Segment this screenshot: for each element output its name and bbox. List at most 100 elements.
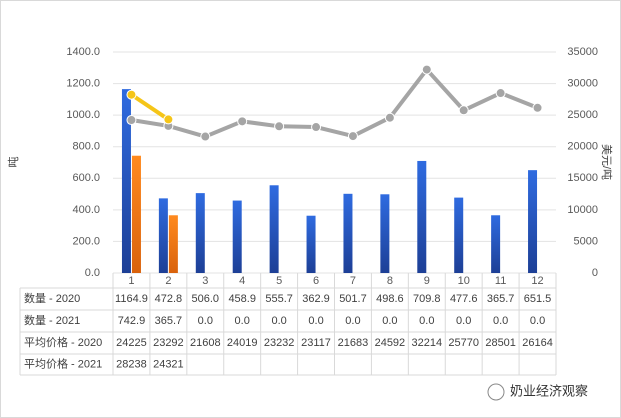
table-cell: 1164.9 xyxy=(115,293,148,305)
table-cell: 0.0 xyxy=(456,315,471,327)
bar xyxy=(158,198,168,273)
point xyxy=(421,64,432,75)
bar xyxy=(121,89,131,273)
y-tick-label: 1400.0 xyxy=(66,46,100,58)
line xyxy=(131,67,539,139)
table-cell: 365.7 xyxy=(487,293,515,305)
point xyxy=(495,88,506,99)
table-cell: 555.7 xyxy=(265,293,293,305)
watermark: 奶业经济观察 xyxy=(487,383,588,401)
x-tick-label: 9 xyxy=(424,275,430,287)
bar xyxy=(528,170,538,273)
bar xyxy=(269,185,279,273)
y-tick-label: 1000.0 xyxy=(66,109,100,121)
table-cell: 0.0 xyxy=(198,315,213,327)
point xyxy=(458,105,469,116)
bar xyxy=(195,193,205,273)
table-cell: 24321 xyxy=(153,358,184,370)
y-tick-label: 800.0 xyxy=(72,141,100,153)
point xyxy=(347,131,358,142)
y-tick-label: 600.0 xyxy=(72,172,100,184)
y-tick-label: 200.0 xyxy=(72,235,100,247)
table-cell: 472.8 xyxy=(155,293,183,305)
y-axis-title: 吨 xyxy=(7,157,20,168)
table-cell: 24225 xyxy=(116,337,147,349)
table-cell: 0.0 xyxy=(308,315,323,327)
watermark-icon xyxy=(487,383,505,401)
bar xyxy=(131,155,141,273)
table-cell: 0.0 xyxy=(493,315,508,327)
x-tick-label: 12 xyxy=(531,275,543,287)
table-cell: 24592 xyxy=(375,337,406,349)
point xyxy=(384,112,395,123)
x-tick-label: 6 xyxy=(313,275,319,287)
table-cell: 23117 xyxy=(301,337,331,349)
legend-label: 平均价格 - 2020 xyxy=(24,335,102,349)
x-tick-label: 8 xyxy=(387,275,393,287)
x-tick-label: 11 xyxy=(495,275,506,287)
x-tick-label: 7 xyxy=(350,275,356,287)
table-cell: 0.0 xyxy=(345,315,360,327)
point xyxy=(274,121,285,132)
table-cell: 24019 xyxy=(227,337,258,349)
y2-tick-label: 0 xyxy=(592,267,598,279)
point xyxy=(163,114,174,125)
y2-axis-title: 美元/吨 xyxy=(600,144,613,180)
point xyxy=(237,116,248,127)
bar xyxy=(306,215,316,273)
table-cell: 742.9 xyxy=(118,315,146,327)
table-cell: 365.7 xyxy=(155,315,183,327)
table-cell: 0.0 xyxy=(235,315,250,327)
bar xyxy=(491,215,501,273)
table-cell: 28238 xyxy=(116,358,147,370)
point xyxy=(126,89,137,100)
y2-tick-label: 35000 xyxy=(567,46,598,58)
table-cell: 0.0 xyxy=(271,315,286,327)
bar xyxy=(454,197,464,273)
x-tick-label: 4 xyxy=(239,275,245,287)
table-cell: 0.0 xyxy=(382,315,397,327)
table-cell: 498.6 xyxy=(376,293,404,305)
legend-label: 平均价格 - 2021 xyxy=(24,356,102,370)
table-cell: 32214 xyxy=(411,337,442,349)
table-cell: 21683 xyxy=(338,337,369,349)
point xyxy=(126,115,137,126)
table-cell: 23292 xyxy=(153,337,184,349)
bar xyxy=(168,215,178,273)
table-cell: 362.9 xyxy=(302,293,330,305)
table-cell: 477.6 xyxy=(450,293,478,305)
table-cell: 28501 xyxy=(485,337,516,349)
table-cell: 25770 xyxy=(448,337,479,349)
y2-tick-label: 25000 xyxy=(567,109,598,121)
table-cell: 651.5 xyxy=(524,293,552,305)
y2-tick-label: 30000 xyxy=(567,77,598,89)
watermark-text: 奶业经济观察 xyxy=(510,383,588,398)
line xyxy=(130,93,170,122)
x-tick-label: 2 xyxy=(165,275,171,287)
x-tick-label: 1 xyxy=(128,275,134,287)
legend-label: 数量 - 2020 xyxy=(24,292,80,305)
table-cell: 458.9 xyxy=(228,293,256,305)
bar xyxy=(343,193,353,273)
bar xyxy=(417,160,427,273)
y-tick-label: 400.0 xyxy=(72,204,100,216)
x-tick-label: 10 xyxy=(458,275,470,287)
y2-tick-label: 15000 xyxy=(567,172,598,184)
table-cell: 23232 xyxy=(264,337,295,349)
table-cell: 506.0 xyxy=(192,293,220,305)
point xyxy=(200,131,211,142)
y2-tick-label: 5000 xyxy=(574,235,598,247)
bar xyxy=(232,200,242,273)
y-tick-label: 1200.0 xyxy=(66,77,100,89)
y-tick-label: 0.0 xyxy=(85,267,100,279)
table-cell: 0.0 xyxy=(419,315,434,327)
table-cell: 26164 xyxy=(522,337,553,349)
table-cell: 501.7 xyxy=(339,293,367,305)
y2-tick-label: 20000 xyxy=(567,141,598,153)
y2-tick-label: 10000 xyxy=(567,204,598,216)
table-cell: 21608 xyxy=(190,337,221,349)
x-tick-label: 3 xyxy=(202,275,208,287)
bar xyxy=(380,194,390,273)
x-tick-label: 5 xyxy=(276,275,282,287)
